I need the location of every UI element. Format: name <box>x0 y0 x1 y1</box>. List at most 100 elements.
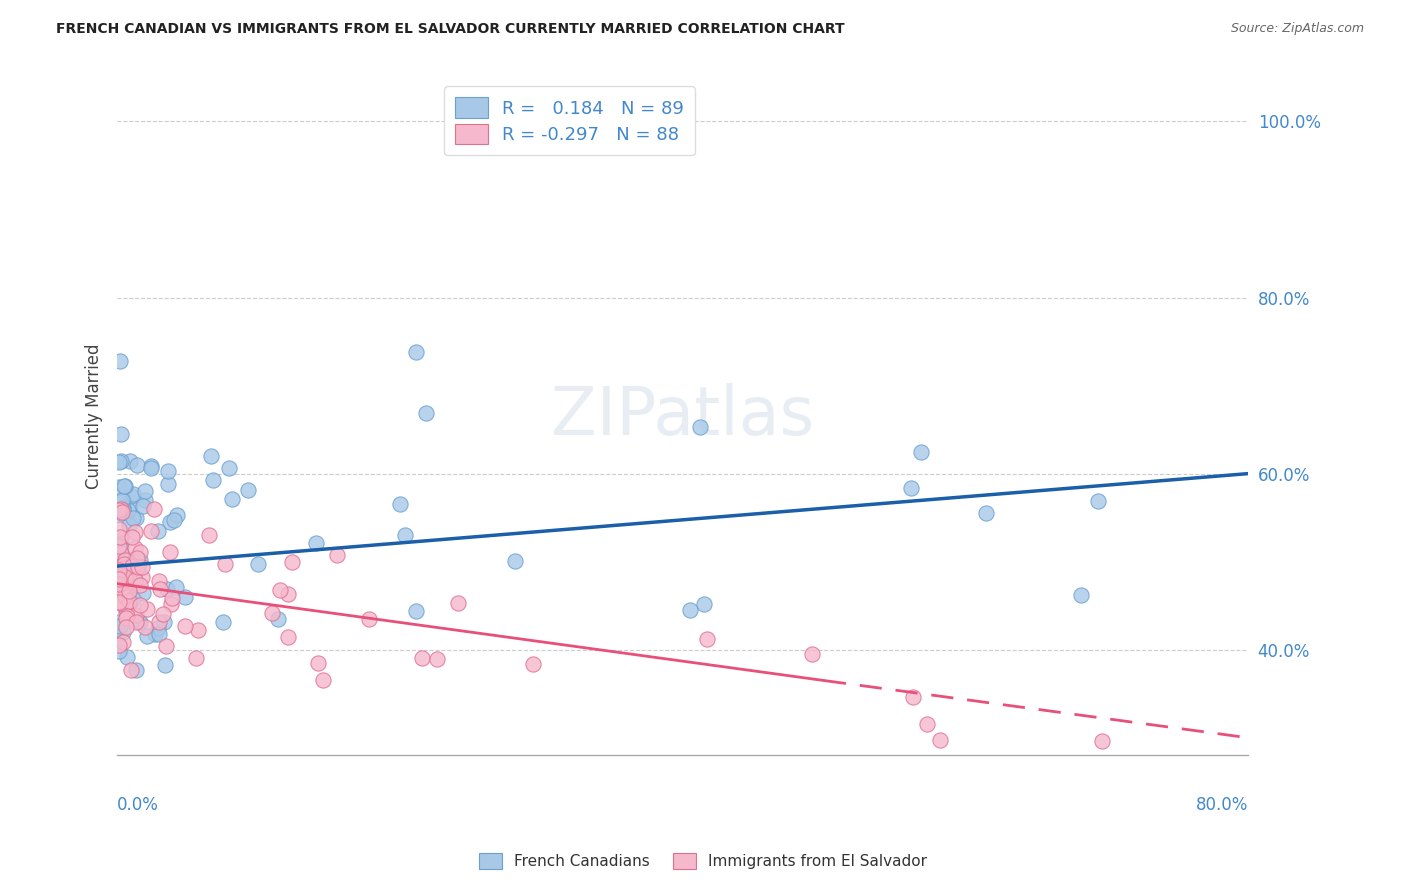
Point <box>148 615 170 629</box>
Point <box>157 464 180 478</box>
Point <box>114 582 136 597</box>
Text: Source: ZipAtlas.com: Source: ZipAtlas.com <box>1230 22 1364 36</box>
Point <box>900 481 922 495</box>
Point <box>112 500 135 515</box>
Point <box>110 501 132 516</box>
Point <box>125 551 148 566</box>
Point <box>120 663 142 677</box>
Point <box>118 500 141 515</box>
Point <box>125 607 148 622</box>
Point <box>152 615 174 630</box>
Point <box>915 717 938 731</box>
Legend: R =   0.184   N = 89, R = -0.297   N = 88: R = 0.184 N = 89, R = -0.297 N = 88 <box>444 87 695 155</box>
Point <box>136 629 159 643</box>
Point <box>679 603 702 617</box>
Point <box>160 597 183 611</box>
Point <box>107 480 129 494</box>
Point <box>120 489 142 503</box>
Point <box>218 460 240 475</box>
Point <box>110 453 132 467</box>
Point <box>974 506 997 520</box>
Point <box>108 522 131 536</box>
Point <box>910 444 932 458</box>
Point <box>307 657 329 671</box>
Point <box>107 569 129 583</box>
Point <box>107 577 129 591</box>
Point <box>120 574 142 589</box>
Point <box>108 619 131 633</box>
Point <box>247 557 270 571</box>
Point <box>928 733 950 747</box>
Point <box>129 615 152 629</box>
Point <box>200 450 222 464</box>
Point <box>405 344 427 359</box>
Point <box>110 561 132 575</box>
Point <box>174 618 197 632</box>
Point <box>107 563 129 577</box>
Point <box>112 635 135 649</box>
Point <box>139 461 162 475</box>
Point <box>121 591 143 606</box>
Point <box>111 583 134 598</box>
Point <box>107 627 129 641</box>
Point <box>165 580 187 594</box>
Point <box>125 615 148 629</box>
Point <box>1070 588 1092 602</box>
Point <box>145 627 167 641</box>
Point <box>152 607 174 621</box>
Point <box>118 517 141 532</box>
Point <box>110 506 132 520</box>
Point <box>124 511 146 525</box>
Point <box>143 501 166 516</box>
Point <box>146 621 169 635</box>
Point <box>114 479 136 493</box>
Point <box>269 582 291 597</box>
Point <box>696 632 718 647</box>
Point <box>124 573 146 587</box>
Point <box>447 596 470 610</box>
Point <box>132 586 155 600</box>
Point <box>134 483 156 498</box>
Point <box>111 576 134 591</box>
Point <box>156 582 179 596</box>
Point <box>141 458 163 473</box>
Point <box>131 499 153 513</box>
Point <box>202 473 225 487</box>
Point <box>129 578 152 592</box>
Point <box>305 536 328 550</box>
Point <box>115 598 138 612</box>
Point <box>311 673 333 687</box>
Point <box>108 455 131 469</box>
Point <box>281 555 304 569</box>
Point <box>389 497 412 511</box>
Point <box>110 533 132 548</box>
Point <box>1091 733 1114 747</box>
Point <box>124 541 146 555</box>
Point <box>159 515 181 529</box>
Point <box>114 568 136 582</box>
Point <box>174 591 197 605</box>
Point <box>166 508 188 522</box>
Point <box>359 612 381 626</box>
Point <box>115 605 138 619</box>
Point <box>112 557 135 571</box>
Point <box>107 567 129 582</box>
Point <box>121 530 143 544</box>
Point <box>110 541 132 556</box>
Point <box>114 553 136 567</box>
Point <box>277 630 299 644</box>
Point <box>118 454 141 468</box>
Point <box>134 493 156 508</box>
Point <box>127 560 149 574</box>
Point <box>107 643 129 657</box>
Point <box>108 572 131 586</box>
Point <box>114 570 136 584</box>
Point <box>107 638 129 652</box>
Point <box>107 595 129 609</box>
Point <box>405 604 427 618</box>
Point <box>267 612 290 626</box>
Point <box>139 524 162 538</box>
Y-axis label: Currently Married: Currently Married <box>86 343 103 489</box>
Point <box>156 476 179 491</box>
Point <box>162 591 184 605</box>
